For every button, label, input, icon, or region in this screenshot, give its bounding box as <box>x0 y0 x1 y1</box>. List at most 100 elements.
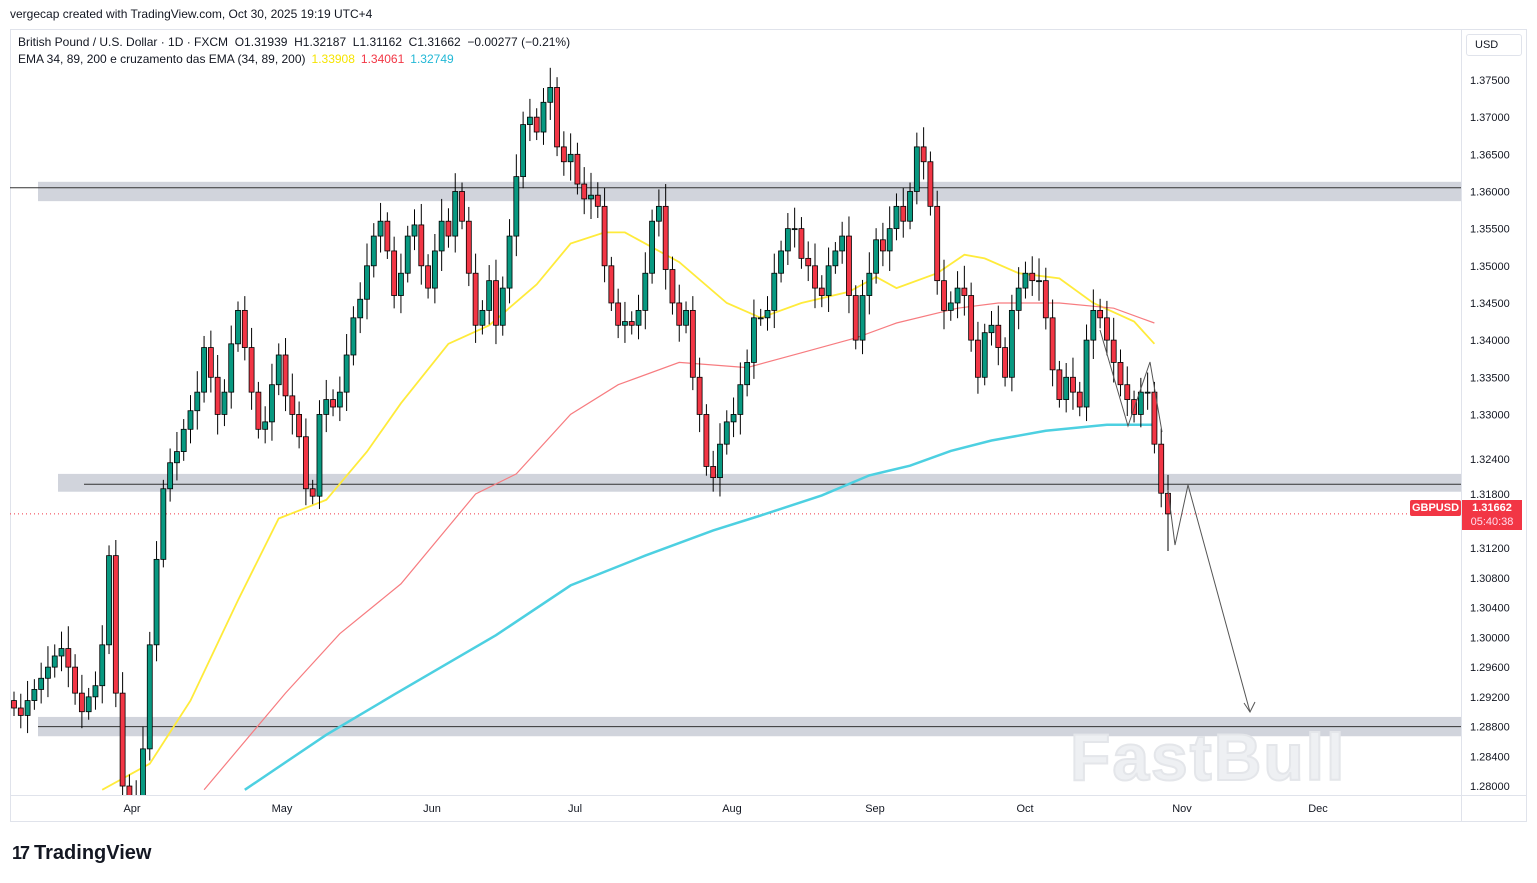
indicator-legend[interactable]: EMA 34, 89, 200 e cruzamento das EMA (34… <box>18 52 454 66</box>
candle-body <box>805 257 812 267</box>
candle-body <box>635 309 642 326</box>
candle <box>51 644 58 678</box>
candle-body <box>825 265 832 296</box>
candle <box>717 423 723 497</box>
candle-body <box>622 321 628 326</box>
price-axis-label: 1.30400 <box>1470 603 1510 615</box>
candle-body <box>465 220 472 274</box>
candle <box>1002 337 1008 387</box>
candle <box>703 404 710 476</box>
ema200-line <box>244 423 1155 791</box>
candle-body <box>662 205 669 270</box>
candle <box>941 259 947 330</box>
candle <box>255 381 262 439</box>
candle-body <box>45 666 51 679</box>
candle-body <box>11 700 17 709</box>
price-axis-label: 1.37000 <box>1470 112 1510 124</box>
candle <box>981 323 988 386</box>
candle-body <box>459 191 465 222</box>
candle-body <box>309 488 316 497</box>
chart-credit: vergecap created with TradingView.com, O… <box>10 7 373 21</box>
candle-body <box>1029 272 1036 282</box>
price-axis-label: 1.28400 <box>1470 751 1510 763</box>
candle-body <box>513 176 520 237</box>
candle <box>1097 298 1104 329</box>
indicator-name: EMA 34, 89, 200 e cruzamento das EMA (34… <box>18 52 306 66</box>
candle <box>221 379 228 427</box>
candle-body <box>106 555 112 646</box>
candle-body <box>547 87 554 103</box>
price-axis-label: 1.34000 <box>1470 335 1510 347</box>
candle <box>859 279 866 355</box>
axes: 1.37500 1.37000 1.36500 1.36000 1.35500 1.350… <box>10 30 1527 822</box>
candle <box>764 296 771 331</box>
candle-body <box>723 421 730 445</box>
candle <box>1076 381 1083 417</box>
candle <box>418 203 425 285</box>
candle-body <box>174 451 180 464</box>
candle <box>146 631 153 761</box>
candle <box>140 726 146 795</box>
candle <box>615 288 622 339</box>
candle-body <box>588 194 594 200</box>
candle <box>24 680 31 734</box>
candle-body <box>703 414 710 467</box>
price-axis-label: 1.34500 <box>1470 298 1510 310</box>
candle-body <box>900 205 907 222</box>
candle <box>248 327 255 410</box>
tradingview-logo-icon: 17 <box>12 843 30 863</box>
candle-body <box>1137 391 1144 415</box>
candle <box>1049 299 1056 387</box>
candle <box>730 397 737 438</box>
current-price: 1.31662 <box>1472 502 1512 514</box>
candle-body <box>418 224 425 267</box>
candle-body <box>784 228 791 252</box>
candle <box>65 626 72 688</box>
candle <box>1117 349 1124 397</box>
candle <box>954 271 961 319</box>
candle <box>45 646 51 698</box>
candle <box>920 127 927 180</box>
candle-body <box>1117 362 1124 386</box>
candle <box>608 256 615 311</box>
candle-body <box>798 228 805 259</box>
candle <box>622 301 628 343</box>
symbol-legend[interactable]: British Pound / U.S. Dollar · 1D · FXCM … <box>18 35 571 49</box>
candle-body <box>78 692 85 713</box>
candles <box>11 67 1171 795</box>
candle-body <box>1104 317 1110 341</box>
candle-body <box>601 205 608 267</box>
candle <box>201 335 207 403</box>
candle-body <box>730 414 737 423</box>
candle-body <box>1008 309 1015 378</box>
candle-body <box>126 785 133 795</box>
candle <box>689 296 696 391</box>
candle-body <box>31 689 38 701</box>
candle-body <box>289 395 296 415</box>
candle <box>479 300 486 335</box>
candle-body <box>1124 384 1131 400</box>
candle <box>506 219 513 304</box>
candle <box>119 672 126 795</box>
price-axis-label: 1.35000 <box>1470 261 1510 273</box>
candle-body <box>941 280 947 311</box>
candle-body <box>140 748 146 795</box>
candle-body <box>160 488 167 560</box>
candle <box>1104 300 1110 356</box>
current-price-box: 1.31662 05:40:38 <box>1462 500 1522 530</box>
price-axis-label: 1.32400 <box>1470 454 1510 466</box>
time-axis-label: Dec <box>1308 803 1328 815</box>
candle-body <box>961 287 968 296</box>
candle <box>710 450 717 492</box>
tradingview-logo[interactable]: 17 TradingView <box>12 842 151 865</box>
candle-body <box>275 354 282 386</box>
candle <box>486 265 493 325</box>
currency-button[interactable]: USD <box>1466 34 1522 56</box>
time-axis-label: Nov <box>1172 803 1192 815</box>
ema34-value: 1.33908 <box>311 52 355 66</box>
candle <box>289 373 296 435</box>
zone-band <box>38 181 1461 202</box>
watermark: FastBull <box>1069 720 1347 794</box>
candle-body <box>201 347 207 393</box>
